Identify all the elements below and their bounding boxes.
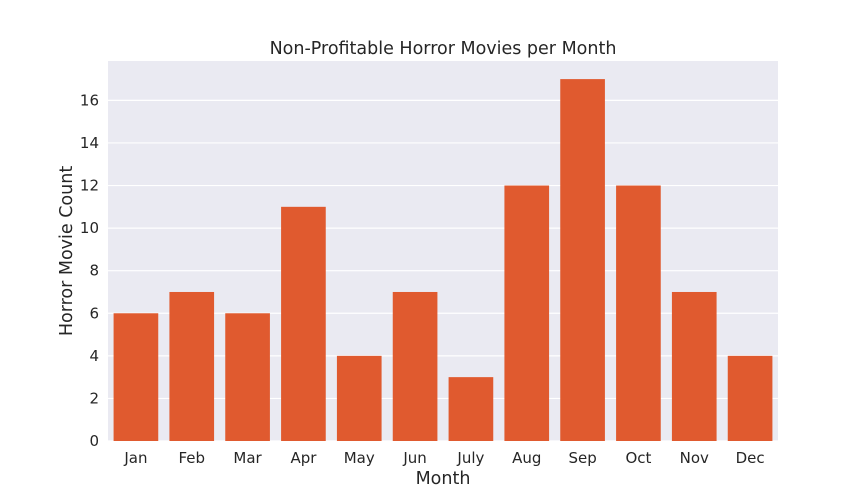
- plot-area: [108, 61, 778, 441]
- bar-sep: [560, 79, 605, 441]
- bar-apr: [281, 206, 326, 441]
- bar-jun: [392, 291, 438, 441]
- x-tick-label: Jun: [402, 449, 426, 467]
- y-tick-label: 6: [89, 304, 99, 322]
- bar-july: [448, 377, 494, 441]
- chart-title: Non-Profitable Horror Movies per Month: [270, 39, 617, 59]
- bar-dec: [727, 355, 773, 441]
- bar-mar: [225, 313, 270, 441]
- bar-nov: [671, 291, 717, 441]
- y-tick-label: 14: [80, 134, 99, 152]
- y-tick-label: 4: [89, 347, 99, 365]
- bar-aug: [504, 185, 550, 441]
- x-tick-label: Apr: [290, 449, 317, 467]
- x-axis-label: Month: [416, 469, 471, 489]
- y-tick-label: 10: [80, 219, 99, 237]
- x-tick-label: Nov: [680, 449, 709, 467]
- x-tick-label: Mar: [233, 449, 262, 467]
- x-tick-label: Feb: [178, 449, 205, 467]
- y-axis-label: Horror Movie Count: [57, 166, 77, 336]
- y-tick-label: 2: [89, 389, 99, 407]
- bar-may: [336, 355, 382, 441]
- bar-oct: [616, 185, 661, 441]
- y-tick-label: 8: [89, 262, 99, 280]
- x-tick-label: Jan: [123, 449, 147, 467]
- x-tick-label: May: [344, 449, 375, 467]
- bar-jan: [113, 313, 159, 441]
- x-tick-label: Dec: [736, 449, 765, 467]
- bars: [113, 79, 773, 441]
- grid-lines: [108, 99, 778, 442]
- bar-feb: [169, 291, 215, 441]
- y-tick-label: 12: [80, 177, 99, 195]
- x-tick-label: July: [456, 449, 484, 467]
- y-tick-label: 0: [89, 432, 99, 450]
- x-tick-label: Aug: [512, 449, 541, 467]
- y-tick-label: 16: [80, 91, 99, 109]
- y-tick-labels: 0 2 4 6 8 10 12 14 16: [80, 91, 99, 450]
- x-tick-labels: Jan Feb Mar Apr May Jun July Aug Sep Oct Nov Dec: [123, 449, 764, 467]
- x-tick-label: Sep: [568, 449, 596, 467]
- x-tick-label: Oct: [625, 449, 651, 467]
